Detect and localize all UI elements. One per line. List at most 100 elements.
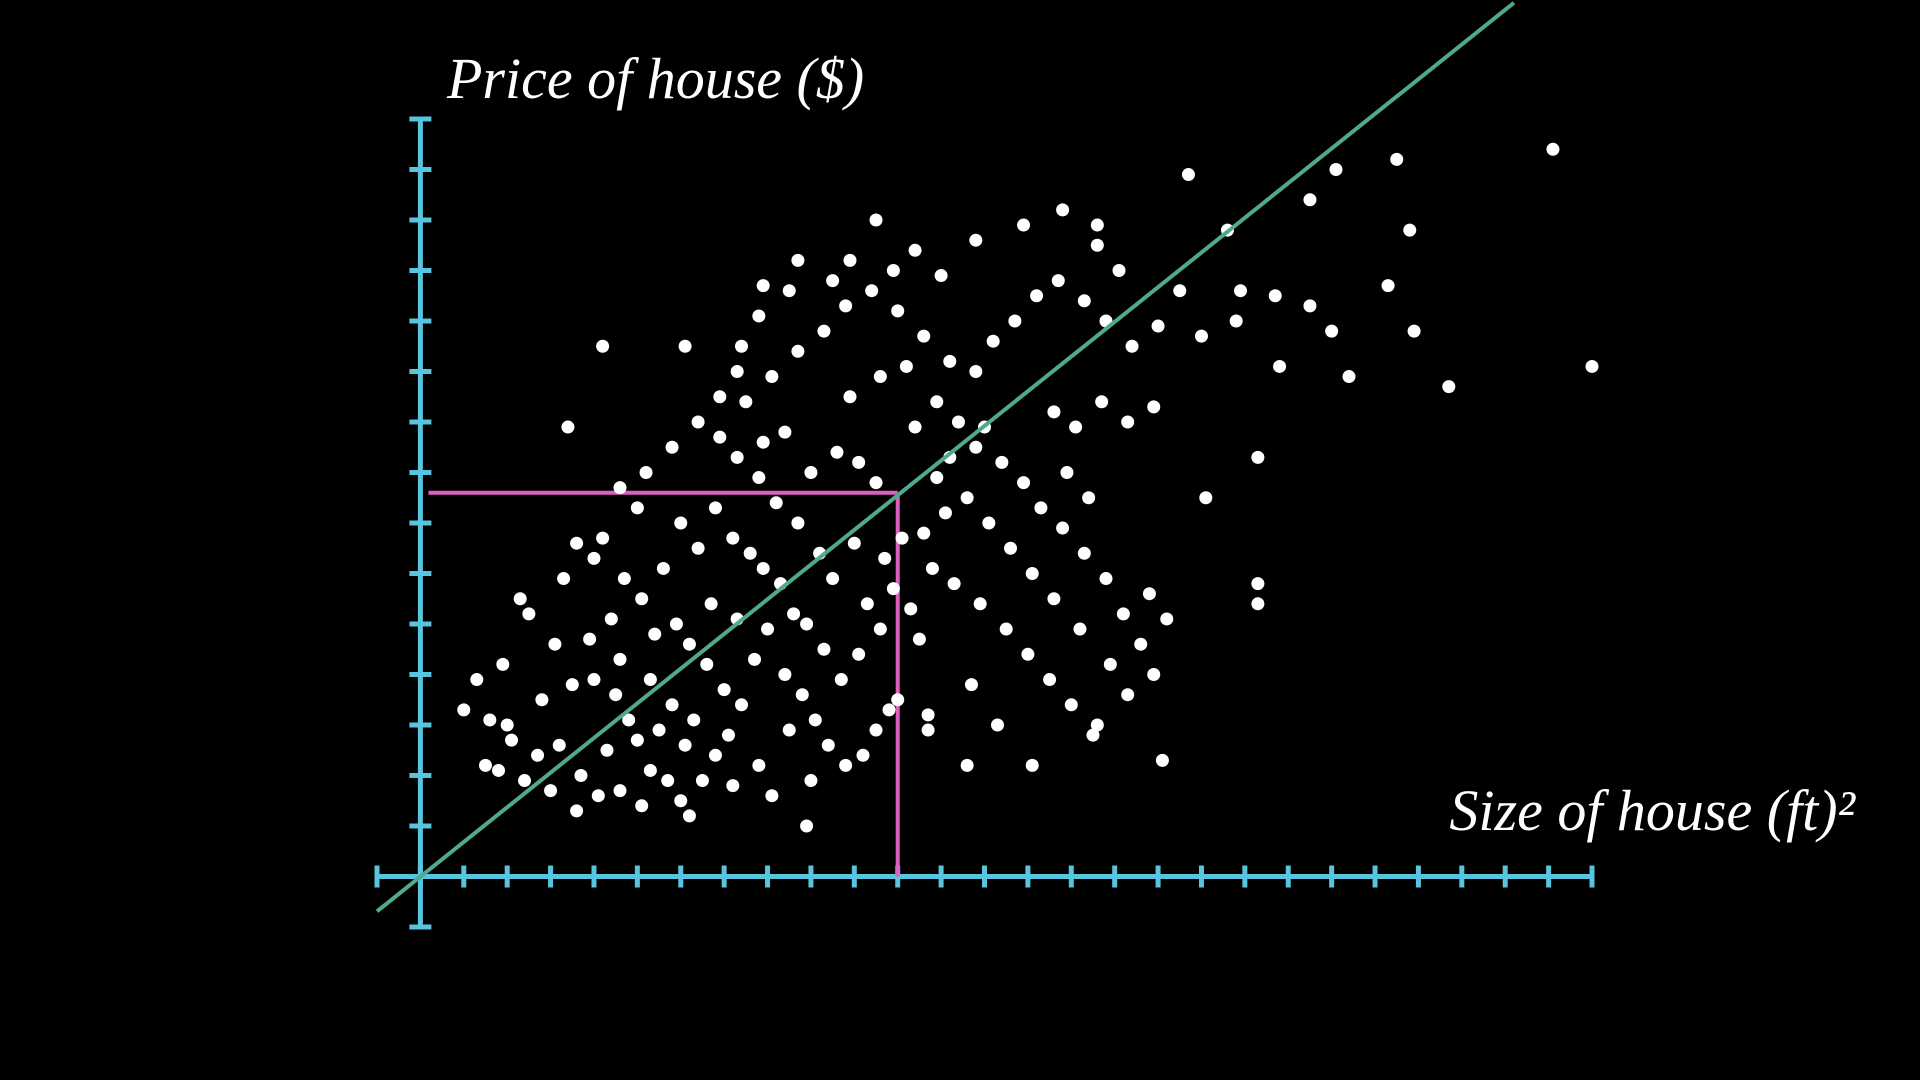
data-point xyxy=(1121,415,1135,429)
data-point xyxy=(938,506,952,520)
data-point xyxy=(513,592,527,606)
data-point xyxy=(787,607,801,621)
data-point xyxy=(570,804,584,818)
data-point xyxy=(1025,758,1039,772)
data-point xyxy=(483,713,497,727)
data-point xyxy=(700,657,714,671)
data-point xyxy=(951,415,965,429)
data-point xyxy=(1090,718,1104,732)
data-point xyxy=(904,602,918,616)
data-point xyxy=(713,430,727,444)
data-point xyxy=(656,561,670,575)
data-point xyxy=(748,652,762,666)
y-axis-label: Price of house ($) xyxy=(446,46,864,111)
data-point xyxy=(891,693,905,707)
data-point xyxy=(1381,279,1395,293)
data-point xyxy=(882,703,896,717)
data-point xyxy=(1134,637,1148,651)
data-point xyxy=(735,339,748,353)
data-point xyxy=(587,673,601,687)
data-point xyxy=(982,516,996,530)
data-point xyxy=(1064,698,1078,712)
data-point xyxy=(804,466,818,479)
data-point xyxy=(869,723,883,737)
data-point xyxy=(708,748,722,762)
data-point xyxy=(1025,567,1039,580)
data-point xyxy=(1173,284,1187,298)
data-point xyxy=(1103,657,1117,671)
data-point xyxy=(726,531,740,545)
data-point xyxy=(852,455,866,469)
data-point xyxy=(730,450,744,464)
data-point xyxy=(778,668,792,681)
data-point xyxy=(1546,142,1560,156)
data-point xyxy=(591,789,605,803)
data-point xyxy=(843,390,857,404)
data-point xyxy=(800,617,814,631)
data-point xyxy=(839,758,853,772)
data-point xyxy=(886,582,900,596)
data-point xyxy=(1229,314,1243,328)
data-point xyxy=(791,344,805,358)
data-point xyxy=(869,213,883,227)
data-point xyxy=(687,713,701,727)
data-point xyxy=(865,284,879,298)
data-point xyxy=(635,799,649,813)
data-point xyxy=(518,774,532,788)
data-point xyxy=(921,723,935,737)
data-point xyxy=(665,440,679,454)
data-point xyxy=(1121,688,1135,702)
data-point xyxy=(726,779,740,793)
data-point xyxy=(1077,546,1091,560)
data-point xyxy=(1021,647,1035,661)
data-point xyxy=(1090,238,1104,252)
data-point xyxy=(1051,274,1065,288)
data-point xyxy=(1099,572,1113,586)
data-point xyxy=(808,713,822,727)
data-point xyxy=(1151,319,1165,333)
data-point xyxy=(1303,299,1317,313)
data-point xyxy=(596,339,610,353)
data-point xyxy=(492,763,505,777)
data-point xyxy=(669,617,683,631)
data-point xyxy=(1090,218,1104,232)
data-point xyxy=(548,637,562,651)
data-point xyxy=(852,647,866,661)
data-point xyxy=(1017,218,1031,232)
data-point xyxy=(834,673,848,687)
data-point xyxy=(826,572,840,586)
data-point xyxy=(713,390,727,404)
data-point xyxy=(1056,521,1070,535)
data-point xyxy=(643,763,657,777)
data-point xyxy=(830,445,844,459)
data-point xyxy=(1008,314,1022,328)
data-point xyxy=(1268,289,1282,303)
data-point xyxy=(1234,284,1248,298)
data-point xyxy=(635,592,649,606)
data-point xyxy=(652,723,666,737)
data-point xyxy=(1407,324,1421,338)
data-point xyxy=(843,253,857,267)
data-point xyxy=(817,324,831,338)
data-point xyxy=(1047,592,1061,606)
data-point xyxy=(804,774,818,788)
data-point xyxy=(1086,728,1100,742)
data-point xyxy=(557,572,571,586)
data-point xyxy=(1585,359,1599,373)
data-point xyxy=(1043,673,1057,687)
data-point xyxy=(1325,324,1339,338)
data-point xyxy=(1082,491,1096,505)
data-point xyxy=(969,233,983,247)
data-point xyxy=(969,440,983,454)
data-point xyxy=(630,501,644,515)
data-point xyxy=(873,622,887,636)
data-point xyxy=(457,703,471,717)
data-point xyxy=(717,683,731,697)
data-point xyxy=(1160,612,1174,626)
data-point xyxy=(761,622,775,636)
data-point xyxy=(678,339,692,353)
data-point xyxy=(1403,223,1417,237)
data-point xyxy=(782,723,796,737)
